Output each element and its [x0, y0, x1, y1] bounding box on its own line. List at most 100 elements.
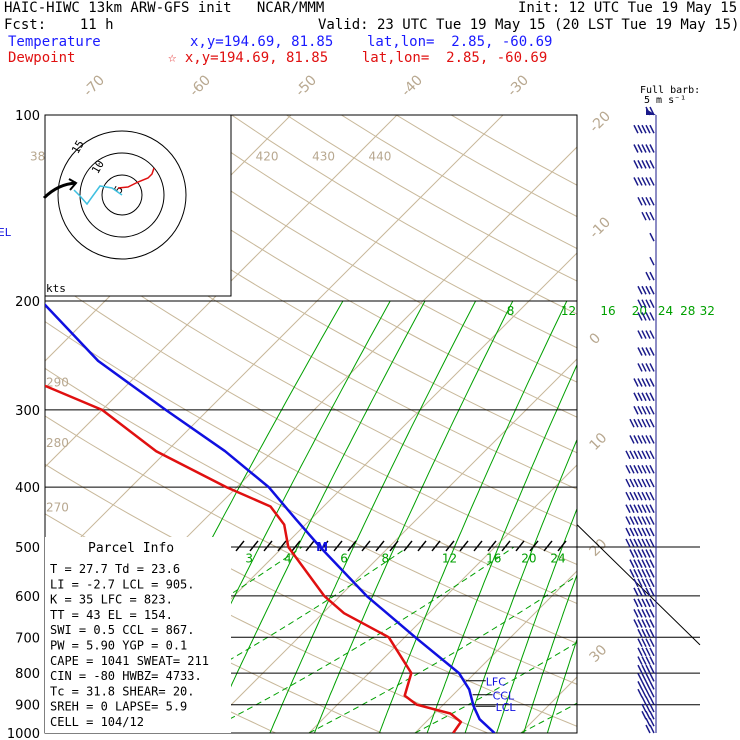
barb-flag	[649, 598, 655, 608]
barb-flag	[649, 527, 655, 537]
barb-flag	[649, 504, 655, 513]
barb-flag	[645, 559, 651, 568]
parcel-info-row: LI = -2.7 LCL = 905.	[50, 577, 195, 591]
isotherm-label: -50	[293, 72, 320, 99]
mixing-ratio-label: 28	[680, 304, 695, 318]
dry-adiabat-line	[45, 320, 577, 605]
barb-flag	[645, 405, 651, 415]
hatch-mark	[445, 540, 455, 552]
barb-flag	[633, 578, 639, 588]
hatch-mark	[277, 540, 287, 552]
barb-flag	[637, 299, 643, 308]
barb-flag	[633, 392, 639, 402]
mixing-ratio-label: 16	[600, 304, 615, 318]
barb-flag	[641, 312, 647, 321]
barb-flag	[645, 312, 651, 321]
barb-flag	[637, 549, 643, 558]
hatch-mark	[417, 540, 427, 552]
barb-flag	[649, 160, 655, 169]
mixing-ratio-line	[313, 300, 514, 733]
barb-flag	[645, 285, 651, 295]
barb-flag	[633, 464, 639, 474]
dry-adiabat-line	[450, 115, 577, 186]
barb-flag	[645, 619, 651, 628]
barb-flag	[649, 363, 655, 372]
barb-flag	[645, 106, 651, 116]
isotherm-label: -20	[587, 108, 614, 135]
hatch-mark	[403, 540, 413, 552]
barb-flag	[645, 330, 651, 339]
hodograph-ring-label-15: 15	[69, 138, 87, 156]
barb-flag	[629, 450, 635, 460]
barb-flag	[637, 330, 643, 339]
pressure-tick-label: 800	[15, 667, 40, 682]
barb-flag	[637, 628, 643, 638]
barb-flag	[641, 549, 647, 558]
barb-flag	[637, 435, 643, 444]
barb-flag	[649, 106, 655, 116]
parcel-info-row: TT = 43 EL = 154.	[50, 608, 173, 622]
barb-flag	[637, 656, 643, 665]
barb-flag	[641, 299, 647, 308]
mixing-ratio-label: 24	[658, 304, 673, 318]
barb-flag	[633, 378, 639, 387]
barb-flag	[641, 177, 647, 186]
barb-flag	[633, 478, 639, 488]
parcel-info-row: SWI = 0.5 CCL = 867.	[50, 623, 195, 637]
isotherm-line	[45, 115, 504, 574]
barb-flag	[645, 464, 651, 474]
barb-flag	[645, 673, 651, 682]
mixing-ratio-label: 3	[245, 552, 253, 566]
barb-flag	[645, 418, 651, 428]
barb-flag	[641, 628, 647, 638]
isotherm-line	[45, 115, 398, 468]
barb-flag	[645, 538, 651, 548]
barb-flag	[629, 527, 635, 537]
hatch-mark	[361, 540, 371, 552]
barb-flag	[649, 491, 655, 501]
barb-flag	[649, 285, 655, 295]
barb-flag	[625, 538, 631, 548]
pressure-tick-label: 200	[15, 295, 40, 310]
mixing-ratio-label: 12	[561, 304, 576, 318]
barb-flag	[641, 673, 647, 682]
barb-flag	[649, 478, 655, 488]
mixing-ratio-label: 8	[382, 552, 390, 566]
barb-flag	[637, 392, 643, 402]
barb-flag	[641, 392, 647, 402]
hodograph-panel	[44, 114, 232, 297]
barb-flag	[649, 312, 655, 321]
barb-flag	[641, 647, 647, 657]
barb-flag	[629, 516, 635, 525]
barb-flag	[649, 703, 655, 713]
barb-flag	[645, 435, 651, 444]
barb-flag	[649, 347, 655, 356]
hatch-mark	[557, 540, 567, 552]
mixing-ratio-line	[523, 573, 577, 733]
isotherm-line	[733, 115, 740, 733]
barb-flag	[641, 598, 647, 608]
pressure-tick-label: 600	[15, 590, 40, 605]
barb-flag	[645, 724, 651, 734]
temperature-location: x,y=194.69, 81.85 lat,lon= 2.85, -60.69	[190, 34, 553, 50]
barb-flag	[625, 516, 631, 525]
barb-flag	[645, 549, 651, 558]
barb-flag	[645, 363, 651, 372]
barb-flag	[649, 681, 655, 690]
hodograph-ring-label-10: 10	[89, 158, 107, 176]
barb-flag	[649, 688, 655, 698]
barb-flag	[637, 363, 643, 372]
barb-flag	[637, 587, 643, 597]
barb-flag	[637, 196, 643, 206]
hatch-mark	[263, 540, 273, 552]
dry-adiabat-line	[396, 115, 577, 218]
pressure-tick-label: 500	[15, 541, 40, 556]
barb-flag	[641, 124, 647, 134]
isotherm-label: -10	[587, 214, 614, 241]
barb-flag	[625, 527, 631, 537]
dry-adiabat-line	[231, 115, 577, 315]
barb-flag	[649, 710, 655, 720]
hatch-mark	[235, 540, 245, 552]
barb-flag	[637, 527, 643, 537]
barb-flag	[633, 559, 639, 568]
